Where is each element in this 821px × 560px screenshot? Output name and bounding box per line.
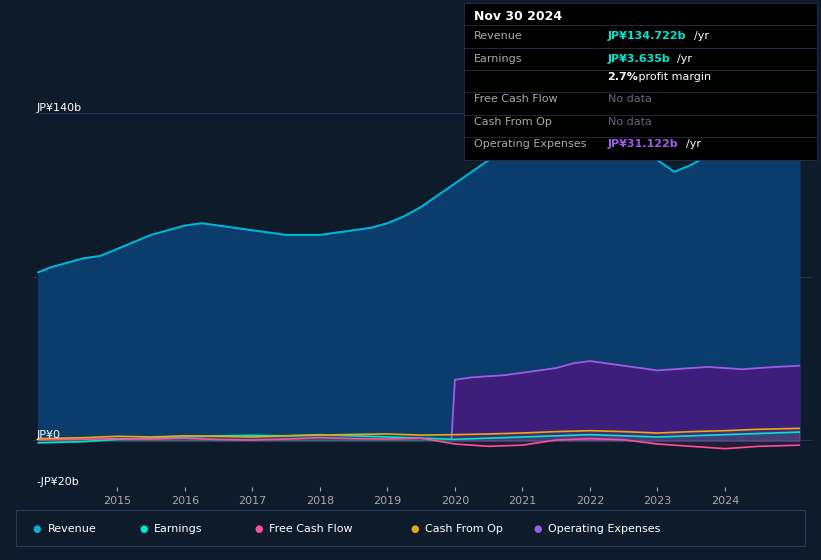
Text: Cash From Op: Cash From Op (425, 524, 503, 534)
Text: ●: ● (140, 524, 148, 534)
Text: profit margin: profit margin (635, 72, 711, 82)
Text: Operating Expenses: Operating Expenses (548, 524, 661, 534)
Text: Free Cash Flow: Free Cash Flow (269, 524, 353, 534)
Text: Earnings: Earnings (474, 54, 522, 64)
Text: Revenue: Revenue (474, 31, 522, 41)
Text: JP¥31.122b: JP¥31.122b (608, 139, 678, 149)
Text: JP¥140b: JP¥140b (36, 104, 81, 114)
Text: ●: ● (410, 524, 419, 534)
Text: /yr: /yr (694, 31, 709, 41)
Text: Operating Expenses: Operating Expenses (474, 139, 586, 149)
Text: No data: No data (608, 116, 651, 127)
Text: ●: ● (534, 524, 542, 534)
Text: 2.7%: 2.7% (608, 72, 639, 82)
Text: Revenue: Revenue (48, 524, 96, 534)
Text: /yr: /yr (677, 54, 692, 64)
Text: JP¥134.722b: JP¥134.722b (608, 31, 686, 41)
Text: ●: ● (255, 524, 263, 534)
Text: JP¥3.635b: JP¥3.635b (608, 54, 670, 64)
Text: /yr: /yr (686, 139, 700, 149)
Text: Cash From Op: Cash From Op (474, 116, 552, 127)
Text: ●: ● (33, 524, 41, 534)
Text: No data: No data (608, 94, 651, 104)
Text: -JP¥20b: -JP¥20b (36, 477, 79, 487)
Text: Free Cash Flow: Free Cash Flow (474, 94, 557, 104)
Text: Earnings: Earnings (154, 524, 203, 534)
Text: JP¥0: JP¥0 (36, 431, 60, 441)
Text: Nov 30 2024: Nov 30 2024 (474, 10, 562, 23)
